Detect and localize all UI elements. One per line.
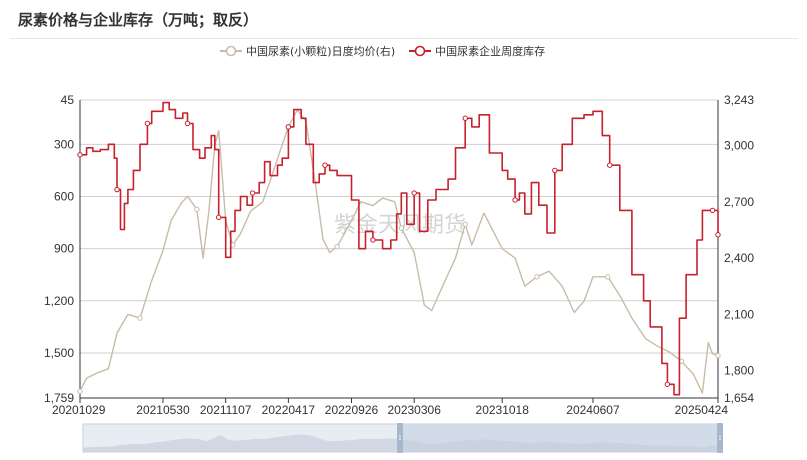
data-point	[215, 214, 222, 221]
series-line-price	[79, 109, 719, 394]
data-point	[462, 221, 468, 228]
data-point	[411, 190, 417, 196]
data-point	[285, 124, 292, 130]
data-point	[77, 388, 83, 394]
x-axis-tick-label: 20240607	[566, 403, 620, 417]
right-axis-tick-label: 2,700	[724, 195, 754, 209]
series-layer	[77, 101, 721, 396]
chart-title: 尿素价格与企业库存（万吨；取反）	[18, 11, 259, 29]
legend-swatch-price	[220, 45, 242, 57]
left-axis-tick-label: 600	[54, 189, 74, 203]
legend-label-stock: 中国尿素企业周度库存	[435, 45, 546, 58]
data-point	[194, 206, 200, 213]
left-axis-tick-label: 900	[54, 242, 74, 256]
right-axis-tick-label: 2,100	[724, 307, 754, 321]
axis-layer: 45 300 600 900 1,200 1,500 1,759 3,243 3,000 2,70…	[44, 93, 754, 417]
x-axis-tick-label: 20220417	[262, 403, 316, 417]
data-point	[334, 244, 340, 250]
data-point	[77, 152, 83, 158]
zoom-handle-end[interactable]	[717, 423, 723, 453]
legend-item-price[interactable]: 中国尿素(小颗粒)日度均价(右)	[220, 43, 395, 59]
x-axis-tick-label: 20220926	[325, 403, 379, 417]
left-axis-tick-label: 45	[61, 93, 75, 107]
data-point	[552, 167, 558, 174]
data-point	[370, 237, 376, 243]
left-axis-tick-label: 1,759	[44, 391, 74, 405]
data-point	[144, 120, 151, 127]
right-axis-tick-label: 3,000	[724, 139, 754, 153]
data-point	[398, 225, 405, 231]
x-axis-tick-label: 20230306	[387, 403, 441, 417]
right-axis-tick-label: 3,243	[724, 93, 754, 107]
x-axis-tick-label: 20210530	[136, 403, 190, 417]
legend: 中国尿素(小颗粒)日度均价(右) 中国尿素企业周度库存	[220, 42, 559, 60]
grid-layer	[80, 99, 718, 399]
right-axis-tick-label: 1,800	[724, 364, 754, 378]
data-point	[715, 352, 721, 359]
data-point	[607, 162, 613, 168]
left-axis-tick-label: 1,500	[44, 346, 74, 360]
data-point	[715, 232, 721, 238]
right-axis-tick-label: 2,400	[724, 251, 754, 265]
data-point	[184, 120, 191, 127]
legend-label-price: 中国尿素(小颗粒)日度均价(右)	[246, 45, 396, 58]
x-axis-tick-label: 20250424	[675, 403, 729, 417]
series-line-stock	[80, 101, 719, 396]
data-point	[664, 381, 671, 387]
left-axis-tick-label: 1,200	[44, 294, 74, 308]
data-point	[249, 190, 256, 196]
right-axis-tick-label: 1,654	[724, 391, 754, 405]
data-point	[512, 197, 518, 203]
left-axis-tick-label: 300	[54, 137, 74, 151]
x-axis-tick-label: 20231018	[476, 403, 530, 417]
x-axis-tick-label: 20201029	[52, 403, 106, 417]
data-point	[322, 162, 328, 168]
x-axis-tick-label: 20211107	[200, 403, 252, 417]
data-point	[462, 115, 468, 121]
zoom-handle-start[interactable]	[397, 423, 403, 453]
data-point	[709, 207, 716, 214]
data-point	[137, 315, 143, 321]
title-divider	[10, 38, 798, 39]
data-point	[114, 186, 120, 193]
data-zoom-slider	[82, 423, 723, 453]
data-point	[534, 274, 540, 280]
data-point	[605, 274, 611, 280]
legend-swatch-stock	[409, 45, 432, 57]
legend-item-stock[interactable]: 中国尿素企业周度库存	[409, 43, 545, 59]
